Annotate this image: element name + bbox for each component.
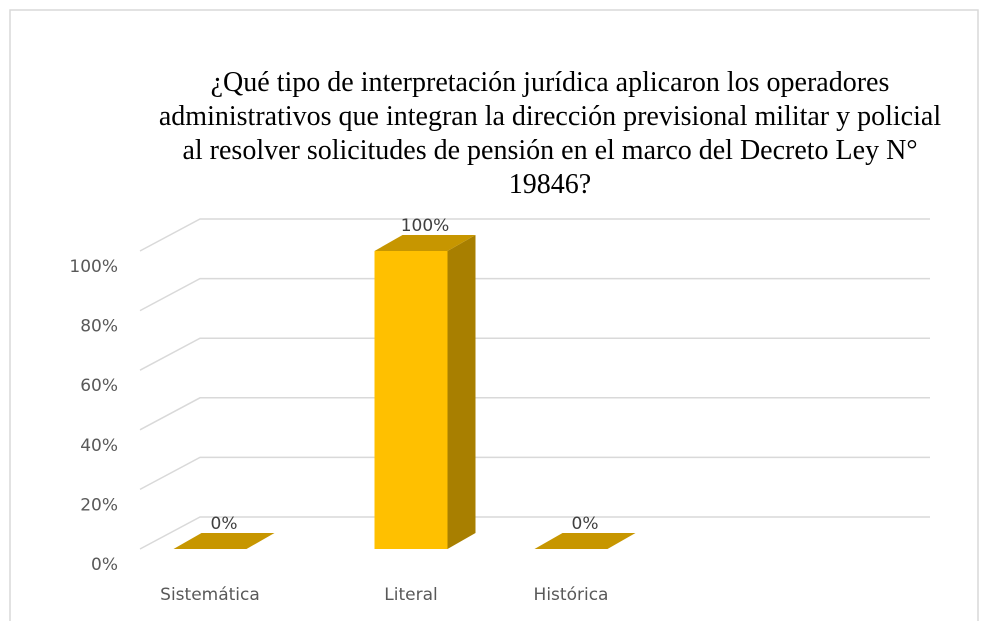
grid-line [139,456,930,491]
bar-top [374,235,476,251]
y-tick-label: 20% [80,495,118,515]
y-tick-label: 100% [69,257,118,277]
value-label: 100% [401,216,450,236]
grid-line [139,218,930,252]
bar-top [173,533,275,549]
y-tick-label: 40% [80,436,118,456]
bar [173,533,275,549]
bar-side [447,235,476,549]
grid-line [139,277,930,312]
bar [374,235,476,549]
chart-title: ¿Qué tipo de interpretación jurídica apl… [158,67,942,200]
value-label: 0% [211,514,238,534]
chart-border [9,9,979,621]
x-tick-label: Histórica [534,585,609,605]
x-tick-label: Sistemática [160,585,260,605]
bar [534,533,636,549]
value-label: 0% [572,514,599,534]
bar-front [374,251,448,549]
y-tick-label: 80% [80,317,118,337]
grid-line [139,337,930,371]
x-tick-label: Literal [384,585,437,605]
grid-line [139,397,930,431]
y-tick-label: 60% [80,376,118,396]
bar-top [534,533,636,549]
y-tick-label: 0% [91,555,118,575]
grid-line [139,516,930,550]
